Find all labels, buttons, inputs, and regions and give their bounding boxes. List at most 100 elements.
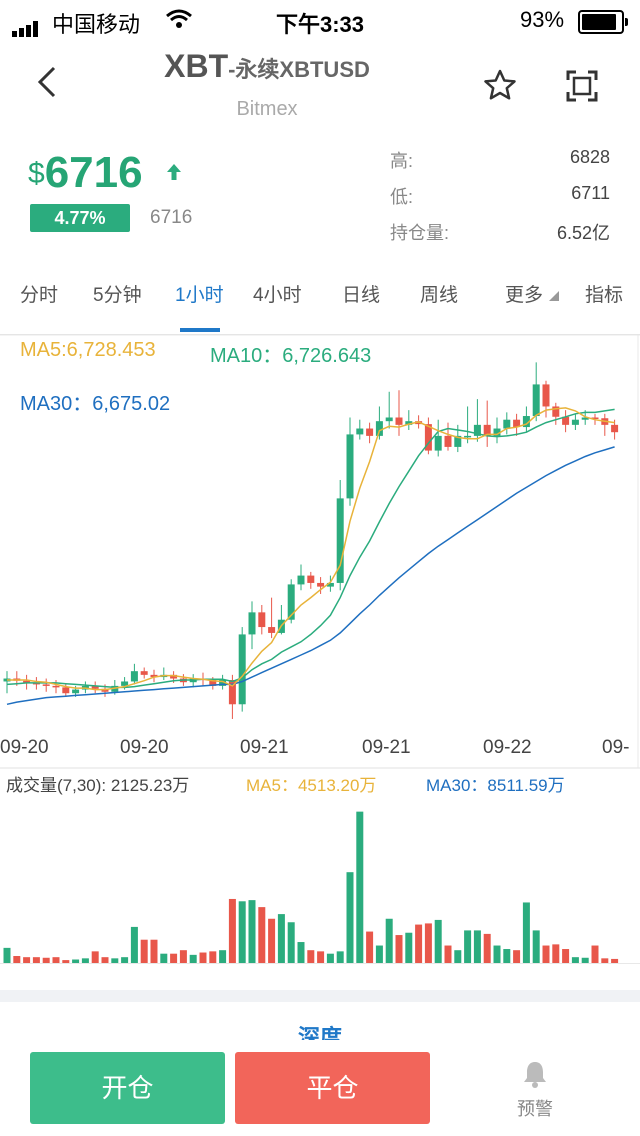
x-tick-label: 09-22 — [483, 737, 532, 758]
tab-4hour[interactable]: 4小时 — [253, 285, 302, 306]
close-position-button[interactable]: 平仓 — [235, 1052, 430, 1124]
volume-bar — [366, 931, 374, 963]
volume-ma30-legend: MA30：8511.59万 — [426, 776, 565, 795]
tab-1hour[interactable]: 1小时 — [175, 285, 224, 306]
volume-bar — [434, 919, 442, 963]
nav-header: XBT-永续XBTUSD Bitmex — [0, 40, 640, 130]
volume-bar — [268, 918, 276, 963]
candle-body — [170, 674, 178, 679]
candle-body — [591, 417, 599, 419]
active-tab-indicator — [180, 328, 220, 332]
ma30-line — [6, 446, 615, 706]
candle-body — [346, 434, 354, 499]
volume-bar — [454, 950, 462, 963]
candle-body — [356, 428, 364, 435]
candle-body — [72, 689, 80, 694]
volume-bar — [140, 939, 148, 963]
volume-bar — [444, 945, 452, 963]
tab-more-label: 更多 — [505, 285, 544, 306]
volume-bar — [405, 932, 413, 963]
volume-bar — [3, 947, 11, 963]
volume-bar — [130, 926, 138, 963]
volume-bar — [81, 958, 89, 963]
candle-body — [140, 671, 148, 675]
volume-bar — [297, 942, 305, 963]
volume-bar — [503, 949, 511, 963]
section-divider — [0, 990, 640, 1002]
kline-chart[interactable]: 09-20 09-20 09-21 09-21 09-22 09- MA5:6,728.4… — [0, 335, 640, 990]
ma10-line — [6, 408, 615, 689]
volume-bar — [150, 939, 158, 963]
candle-body — [121, 681, 129, 686]
candle-body — [287, 584, 295, 620]
candle-body — [336, 498, 344, 583]
volume-bar — [52, 957, 60, 963]
candle-body — [42, 684, 50, 686]
alert-label: 预警 — [517, 1099, 553, 1119]
tab-more[interactable]: 更多 — [505, 280, 560, 307]
x-tick-label: 09-20 — [0, 737, 49, 758]
candle-body — [238, 634, 246, 705]
tab-5min[interactable]: 5分钟 — [93, 285, 142, 306]
change-percent-badge: 4.77% — [30, 204, 130, 232]
battery-percent: 93% — [520, 7, 565, 32]
volume-bar — [228, 898, 236, 963]
stat-high: 高: 6828 — [390, 147, 610, 183]
candle-body — [405, 421, 413, 425]
exchange-label: Bitmex — [236, 98, 298, 120]
candle-body — [366, 428, 374, 436]
candle-body — [454, 435, 462, 447]
volume-bar — [532, 930, 540, 963]
battery-icon — [578, 10, 628, 34]
candle-body — [32, 682, 40, 685]
volume-bar — [336, 951, 344, 963]
ma10-legend: MA10：6,726.643 — [210, 345, 372, 367]
contract-label: -永续XBTUSD — [228, 57, 370, 82]
x-tick-label: 09- — [602, 737, 629, 758]
tab-daily[interactable]: 日线 — [342, 285, 381, 306]
candle-body — [483, 424, 491, 436]
candle-body — [552, 406, 560, 417]
volume-bar — [287, 922, 295, 963]
volume-legend: 成交量(7,30): 2125.23万 — [6, 776, 190, 795]
ma30-legend: MA30：6,675.02 — [20, 393, 171, 415]
candle-body — [542, 384, 550, 407]
volume-bar — [13, 956, 21, 963]
volume-bar — [356, 811, 364, 963]
volume-bar — [385, 918, 393, 963]
bell-icon — [524, 1062, 546, 1088]
volume-bar — [601, 958, 609, 963]
candle-body — [503, 419, 511, 429]
candle-body — [62, 687, 70, 694]
x-tick-label: 09-21 — [362, 737, 411, 758]
low-label: 低: — [390, 187, 414, 207]
open-position-button[interactable]: 开仓 — [30, 1052, 225, 1124]
ma5-legend: MA5:6,728.453 — [20, 339, 156, 361]
tab-weekly[interactable]: 周线 — [420, 285, 459, 306]
low-value: 6711 — [571, 183, 610, 203]
candle-body — [473, 424, 481, 436]
volume-bar — [542, 945, 550, 963]
volume-bar — [72, 959, 80, 963]
price-up-arrow-icon — [167, 164, 181, 180]
volume-bar — [591, 945, 599, 963]
favorite-star-icon[interactable] — [480, 66, 520, 106]
candle-body — [395, 417, 403, 425]
volume-bar — [562, 949, 570, 963]
candle-body — [562, 416, 570, 425]
volume-bar — [209, 951, 217, 963]
volume-bar — [552, 944, 560, 963]
tab-timeshare[interactable]: 分时 — [20, 285, 59, 306]
wifi-icon — [166, 9, 192, 28]
x-tick-label: 09-20 — [120, 737, 169, 758]
back-icon[interactable] — [28, 62, 68, 102]
candle-body — [209, 680, 217, 686]
candle-body — [130, 671, 138, 682]
volume-bar — [179, 950, 187, 963]
signal-icon — [12, 11, 40, 37]
volume-bar — [91, 951, 99, 963]
fullscreen-icon[interactable] — [562, 66, 602, 106]
candle-body — [385, 417, 393, 422]
price-alert-button[interactable]: 预警 — [500, 1060, 570, 1121]
tab-indicators[interactable]: 指标 — [585, 285, 624, 306]
